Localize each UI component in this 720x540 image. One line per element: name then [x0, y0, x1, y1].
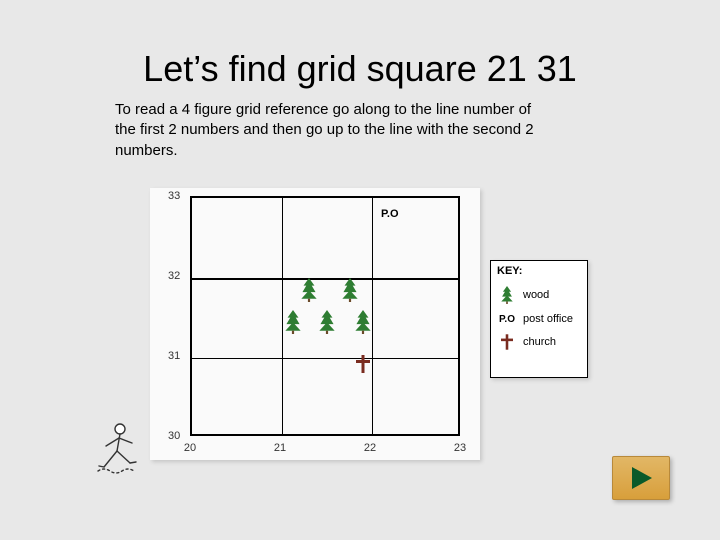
next-button[interactable]	[612, 456, 670, 500]
walker-icon	[92, 421, 146, 482]
x-axis-label: 21	[274, 442, 286, 454]
tree-icon	[300, 278, 318, 307]
grid-map: P.O 30 31 32 33 20 21 22 23	[150, 188, 480, 460]
description-text: To read a 4 figure grid reference go alo…	[115, 100, 545, 161]
y-axis-label: 31	[168, 350, 180, 362]
church-icon	[356, 355, 370, 378]
po-marker: P.O	[381, 208, 399, 220]
tree-icon	[497, 286, 517, 304]
tree-icon	[318, 310, 336, 339]
play-icon	[628, 465, 654, 491]
y-axis-label: 30	[168, 430, 180, 442]
x-axis-label: 22	[364, 442, 376, 454]
y-axis-label: 33	[168, 190, 180, 202]
tree-icon	[341, 278, 359, 307]
map-key: KEY: wood P.O post office church	[490, 260, 588, 378]
key-label: wood	[523, 289, 549, 301]
tree-icon	[354, 310, 372, 339]
key-item-church: church	[497, 334, 581, 350]
key-label: church	[523, 336, 556, 348]
key-label: post office	[523, 313, 573, 325]
y-axis-label: 32	[168, 270, 180, 282]
key-item-wood: wood	[497, 286, 581, 304]
church-icon	[497, 334, 517, 350]
po-icon: P.O	[497, 314, 517, 325]
key-heading: KEY:	[497, 265, 581, 277]
tree-icon	[284, 310, 302, 339]
key-item-po: P.O post office	[497, 313, 581, 325]
x-axis-label: 20	[184, 442, 196, 454]
page-title: Let’s find grid square 21 31	[0, 48, 720, 90]
x-axis-label: 23	[454, 442, 466, 454]
grid-lines: P.O	[190, 196, 460, 436]
